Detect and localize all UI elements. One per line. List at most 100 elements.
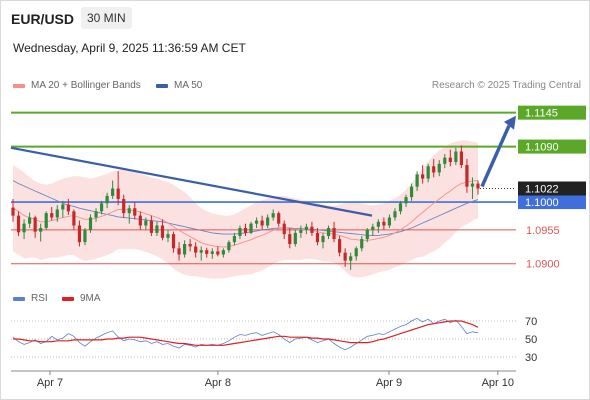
candle (144, 217, 148, 230)
level-label-1.0900: 1.0900 (526, 259, 560, 271)
legend-ma20-bb: MA 20 + Bollinger Bands (13, 80, 141, 91)
candle-body (44, 213, 48, 228)
candle-body (332, 227, 336, 240)
candle (387, 214, 392, 228)
candle-body (183, 244, 187, 255)
candle-body (72, 211, 76, 226)
candle (398, 200, 403, 215)
candle-body (266, 217, 270, 226)
candle-body (28, 217, 32, 224)
candle-body (326, 227, 331, 236)
candle (39, 223, 43, 242)
x-tick-label: Apr 10 (482, 377, 514, 389)
candle (166, 229, 170, 243)
candle (371, 223, 375, 236)
candle (105, 192, 109, 209)
candle (254, 217, 259, 228)
candle-body (122, 198, 126, 214)
candle-body (227, 242, 231, 251)
candle (155, 221, 159, 236)
candle (293, 229, 297, 247)
symbol-label[interactable]: EUR/USD (11, 11, 75, 27)
candle (199, 246, 203, 261)
candle (299, 225, 303, 238)
candle (83, 227, 87, 246)
candle (66, 198, 70, 216)
candle (183, 240, 187, 258)
candle (349, 252, 353, 270)
candle (476, 180, 480, 195)
rsi-line (12, 317, 479, 351)
candle (465, 158, 469, 193)
candle (304, 223, 308, 235)
candle-body (387, 217, 392, 226)
candle (11, 198, 15, 222)
candle (116, 171, 120, 206)
candle (94, 208, 98, 222)
candle (210, 248, 214, 259)
legend-swatch-ma50 (156, 83, 168, 88)
legend-9ma: 9MA (62, 293, 101, 304)
candle (55, 205, 59, 222)
candle (354, 246, 358, 261)
candle (205, 247, 209, 258)
x-tick-label: Apr 9 (376, 377, 402, 389)
candle-body (138, 215, 142, 226)
level-label-1.1090: 1.1090 (525, 142, 559, 154)
candle (421, 165, 425, 184)
candle (232, 232, 237, 246)
candle-body (432, 166, 436, 173)
candle (171, 231, 176, 253)
legend-ma50: MA 50 (156, 80, 202, 91)
candle-body (88, 217, 93, 230)
candle-body (277, 213, 281, 224)
candle-body (83, 229, 87, 243)
legend-label-rsi: RSI (31, 293, 48, 304)
candle-body (166, 234, 170, 238)
candle-body (77, 225, 82, 243)
candle-body (221, 250, 225, 255)
candle (393, 208, 397, 221)
candle (432, 158, 436, 178)
candle-body (376, 221, 380, 227)
candle-body (338, 239, 342, 253)
candle (44, 211, 48, 230)
candle-body (354, 248, 358, 257)
candle-body (188, 244, 192, 247)
candle-body (33, 217, 37, 232)
legend-label-9ma: 9MA (80, 293, 101, 304)
candle-body (144, 220, 148, 226)
timeframe-badge[interactable]: 30 MIN (81, 7, 132, 29)
candle (288, 227, 292, 249)
candle (16, 211, 21, 236)
rsi-tick-50: 50 (525, 334, 537, 346)
candle-body (288, 234, 292, 244)
candle-body (448, 157, 452, 162)
candle (382, 217, 386, 230)
credit-label: Research © 2025 Trading Central (431, 80, 581, 91)
candle-body (304, 226, 308, 230)
candle-body (205, 250, 209, 254)
candle (271, 209, 275, 221)
candle-body (116, 188, 120, 199)
candle-body (249, 223, 253, 233)
candle-body (199, 250, 203, 253)
candle-body (50, 213, 54, 218)
candle-body (238, 227, 242, 236)
candle (409, 183, 414, 201)
candle-body (16, 215, 21, 233)
candle (376, 219, 380, 233)
candle-body (260, 220, 264, 226)
candle-body (421, 174, 425, 179)
candle (415, 171, 419, 191)
candle-body (160, 225, 165, 238)
candle (404, 194, 408, 207)
forecast-arrow-shaft (480, 125, 511, 188)
candle (238, 225, 242, 240)
candle-body (254, 220, 259, 224)
candle-body (127, 208, 131, 214)
candle (437, 160, 441, 177)
candle-body (111, 188, 115, 196)
candle (470, 177, 475, 199)
